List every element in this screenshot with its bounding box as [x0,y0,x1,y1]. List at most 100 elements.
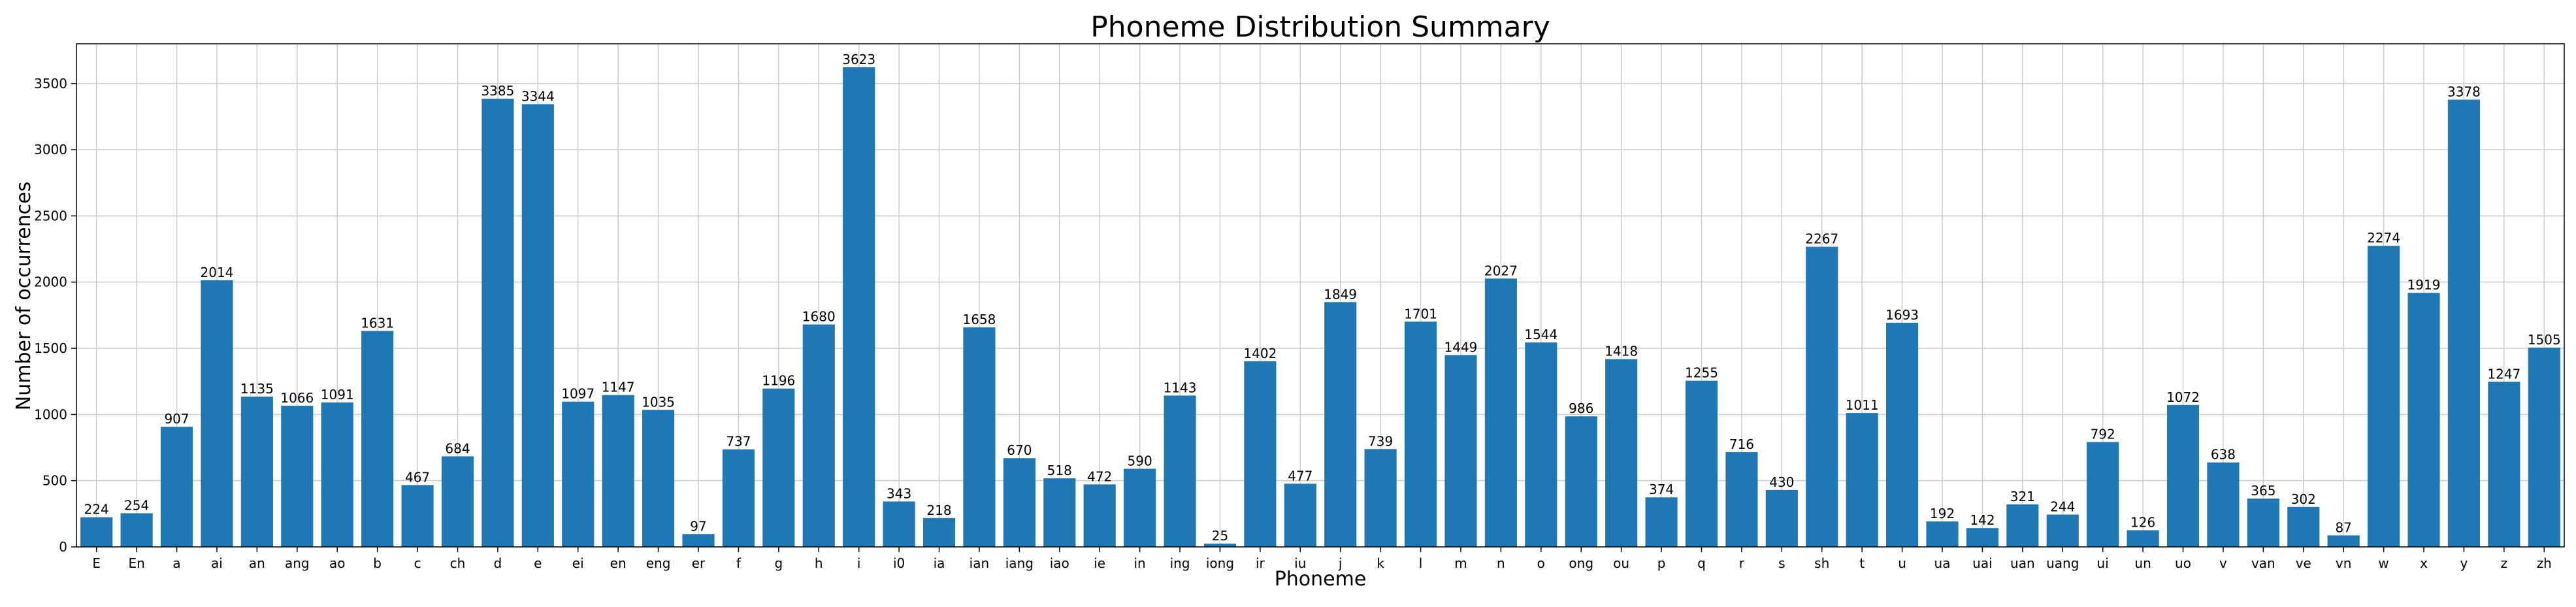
bar-un [2127,530,2159,547]
x-tick-label-ve: ve [2296,555,2311,571]
bar-an [240,397,273,547]
value-label-i0: 343 [887,485,911,501]
y-tick-label: 0 [59,539,67,555]
bar-k [1364,449,1397,547]
x-tick-label-ing: ing [1170,555,1190,571]
value-label-e: 3344 [521,88,555,104]
x-ticks: E En a ai an ang ao b c ch d e ei en eng er f g h i i0 ia ian i… [92,547,2552,571]
value-label-er: 97 [690,518,706,534]
bar-ir [1244,361,1277,547]
value-label-h: 1680 [802,309,836,325]
x-tick-label-l: l [1419,555,1423,571]
x-tick-label-f: f [736,555,742,571]
bar-s [1765,489,1798,547]
x-tick-label-en: en [610,555,627,571]
bar-ei [562,401,595,547]
x-tick-label-ia: ia [934,555,945,571]
value-label-En: 254 [124,498,149,514]
value-label-v: 638 [2211,447,2236,463]
x-tick-label-t: t [1859,555,1865,571]
x-tick-label-iu: iu [1294,555,1306,571]
x-tick-label-d: d [494,555,502,571]
bar-er [682,534,715,547]
value-label-u: 1693 [1885,307,1919,323]
x-tick-label-w: w [2378,555,2389,571]
x-tick-label-sh: sh [1814,555,1829,571]
value-label-ir: 1402 [1243,346,1277,361]
value-label-m: 1449 [1444,339,1478,355]
chart-title: Phoneme Distribution Summary [1090,10,1550,44]
y-tick-label: 3000 [34,142,67,157]
value-label-b: 1631 [361,316,394,331]
bar-i0 [883,501,915,547]
bar-uai [1966,528,1998,547]
x-tick-label-an: an [249,555,265,571]
bar-E [80,517,113,547]
value-label-ao: 1091 [321,387,354,402]
x-tick-label-eng: eng [646,555,671,571]
x-tick-label-ie: ie [1094,555,1105,571]
bar-f [722,449,755,547]
y-tick-label: 500 [42,473,67,489]
bar-d [481,99,514,547]
x-tick-label-g: g [774,555,783,571]
bar-n [1484,278,1517,547]
bar-x [2407,293,2440,547]
bar-ve [2287,506,2320,547]
x-tick-label-u: u [1898,555,1906,571]
bar-j [1324,302,1357,547]
x-tick-label-o: o [1537,555,1545,571]
x-tick-label-ua: ua [1934,555,1951,571]
y-axis-label: Number of occurrences [12,182,35,410]
bar-in [1124,468,1156,547]
bar-e [521,104,554,547]
x-tick-label-z: z [2501,555,2508,571]
bar-ian [963,327,996,547]
x-tick-label-n: n [1497,555,1505,571]
bar-p [1645,497,1678,547]
value-label-uang: 244 [2050,499,2075,515]
bar-van [2247,499,2279,547]
value-label-un: 126 [2130,514,2155,530]
bar-ou [1605,359,1638,547]
x-tick-label-iao: iao [1050,555,1069,571]
bar-iao [1043,478,1076,547]
x-tick-label-ei: ei [572,555,584,571]
value-label-ve: 302 [2291,491,2316,507]
bar-eng [642,410,675,547]
bar-g [762,388,795,547]
value-label-ei: 1097 [561,386,595,402]
x-tick-label-ong: ong [1569,555,1593,571]
bar-zh [2528,348,2560,547]
bar-iong [1203,543,1237,547]
x-tick-label-ian: ian [970,555,990,571]
x-tick-label-y: y [2460,555,2468,571]
x-tick-label-k: k [1377,555,1384,571]
value-label-ai: 2014 [201,265,234,280]
y-tick-label: 1500 [34,340,67,356]
x-tick-label-ou: ou [1613,555,1629,571]
bar-t [1846,413,1878,547]
bar-ong [1565,416,1597,547]
bar-ui [2087,442,2119,547]
x-tick-label-ch: ch [450,555,466,571]
x-tick-label-i0: i0 [893,555,905,571]
bar-ua [1926,521,1959,547]
x-tick-label-ir: ir [1256,555,1265,571]
value-label-iang: 670 [1007,442,1032,458]
value-label-iong: 25 [1212,528,1228,544]
value-label-iu: 477 [1288,468,1312,484]
value-label-uan: 321 [2010,489,2035,504]
value-label-ing: 1143 [1164,380,1197,395]
y-ticks: 0 500 1000 1500 2000 2500 3000 3500 [34,76,76,555]
bar-en [602,395,634,547]
value-label-g: 1196 [762,373,795,389]
x-tick-label-h: h [815,555,823,571]
x-tick-label-En: En [128,555,144,571]
x-tick-label-in: in [1133,555,1145,571]
value-label-ian: 1658 [962,312,996,327]
x-tick-label-a: a [172,555,180,571]
bar-b [361,331,394,547]
value-label-ia: 218 [926,502,951,518]
